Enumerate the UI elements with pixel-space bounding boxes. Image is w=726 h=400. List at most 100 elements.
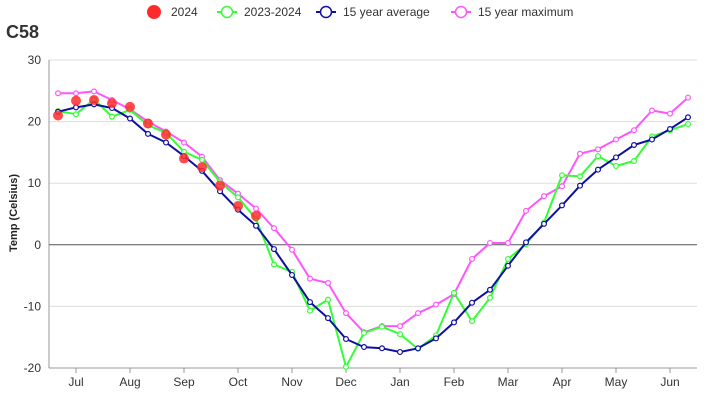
x-tick-label: Jun	[660, 375, 679, 389]
x-tick-label: Jul	[68, 375, 83, 389]
data-point	[558, 172, 565, 179]
data-point	[666, 110, 673, 117]
data-point	[594, 166, 601, 173]
y-tick-label: 20	[28, 115, 42, 129]
data-point	[343, 363, 350, 370]
data-point	[612, 154, 619, 161]
data-point	[469, 255, 476, 262]
data-point	[215, 180, 225, 191]
data-point	[469, 299, 476, 306]
data-point	[163, 139, 170, 146]
legend-marker	[454, 5, 468, 19]
data-point	[289, 271, 296, 278]
data-point	[307, 307, 314, 314]
data-point	[415, 310, 422, 317]
data-point	[684, 94, 691, 101]
data-point	[540, 193, 547, 200]
data-point	[576, 182, 583, 189]
data-point	[594, 153, 601, 160]
legend-marker	[147, 5, 161, 19]
data-point	[505, 239, 512, 246]
y-axis-label: Temp (Celsius)	[8, 174, 20, 252]
data-point	[684, 114, 691, 121]
data-point	[89, 95, 99, 106]
data-point	[630, 142, 637, 149]
data-point	[612, 162, 619, 169]
data-point	[251, 210, 261, 221]
data-point	[343, 336, 350, 343]
data-point	[684, 121, 691, 128]
legend-label: 2024	[171, 5, 198, 19]
legend-item-2024[interactable]: 2024	[147, 5, 198, 19]
legend-item-15-year-average[interactable]: 15 year average	[316, 5, 430, 19]
data-point	[594, 146, 601, 153]
data-point	[361, 344, 368, 351]
y-tick-label: 0	[34, 238, 41, 252]
data-point	[505, 262, 512, 269]
x-tick-label: Nov	[281, 375, 302, 389]
legend-item-15-year-maximum[interactable]: 15 year maximum	[451, 5, 573, 19]
x-tick-label: Mar	[498, 375, 519, 389]
data-point	[181, 139, 188, 146]
x-tick-label: Jan	[390, 375, 409, 389]
data-point	[72, 104, 79, 111]
data-point	[666, 125, 673, 132]
legend-label: 15 year maximum	[478, 5, 573, 19]
x-tick-label: Aug	[119, 375, 140, 389]
data-point	[397, 323, 404, 330]
gridlines	[49, 59, 697, 369]
data-point	[53, 110, 63, 121]
series-15-year-average	[54, 101, 691, 355]
data-point	[271, 246, 278, 253]
data-point	[648, 136, 655, 143]
series-2024	[53, 95, 261, 221]
data-point	[307, 275, 314, 282]
data-point	[307, 299, 314, 306]
legend-item-2023-2024[interactable]: 2023-2024	[217, 5, 302, 19]
legend-label: 2023-2024	[244, 5, 302, 19]
data-point	[271, 261, 278, 268]
y-tick-label: 30	[28, 53, 42, 67]
series-line-2023-2024	[57, 98, 689, 368]
data-point	[558, 183, 565, 190]
data-point	[325, 279, 332, 286]
x-tick-label: Dec	[335, 375, 356, 389]
data-point	[90, 88, 97, 95]
data-point	[630, 127, 637, 134]
x-tick-label: Apr	[553, 375, 572, 389]
legend-marker	[220, 5, 234, 19]
data-point	[451, 289, 458, 296]
y-tick-label: -10	[24, 299, 42, 313]
data-point	[522, 239, 529, 246]
series-lines	[53, 88, 691, 370]
data-point	[107, 98, 117, 109]
legend-marker	[319, 5, 333, 19]
data-point	[125, 101, 135, 112]
data-point	[271, 225, 278, 232]
data-point	[522, 207, 529, 214]
x-tick-label: Sep	[173, 375, 195, 389]
data-point	[433, 335, 440, 342]
data-point	[469, 318, 476, 325]
x-tick-label: May	[605, 375, 628, 389]
data-point	[451, 319, 458, 326]
data-point	[233, 200, 243, 211]
data-point	[397, 348, 404, 355]
data-point	[343, 310, 350, 317]
y-tick-label: -20	[24, 361, 42, 375]
data-point	[72, 111, 79, 118]
data-point	[71, 95, 81, 106]
data-point	[433, 301, 440, 308]
chart-title: C58	[6, 22, 39, 42]
data-point	[630, 158, 637, 165]
data-point	[648, 107, 655, 114]
data-point	[253, 205, 260, 212]
data-point	[487, 286, 494, 293]
data-point	[108, 113, 115, 120]
data-point	[487, 294, 494, 301]
legend-label: 15 year average	[343, 5, 430, 19]
data-point	[558, 202, 565, 209]
data-point	[145, 130, 152, 137]
